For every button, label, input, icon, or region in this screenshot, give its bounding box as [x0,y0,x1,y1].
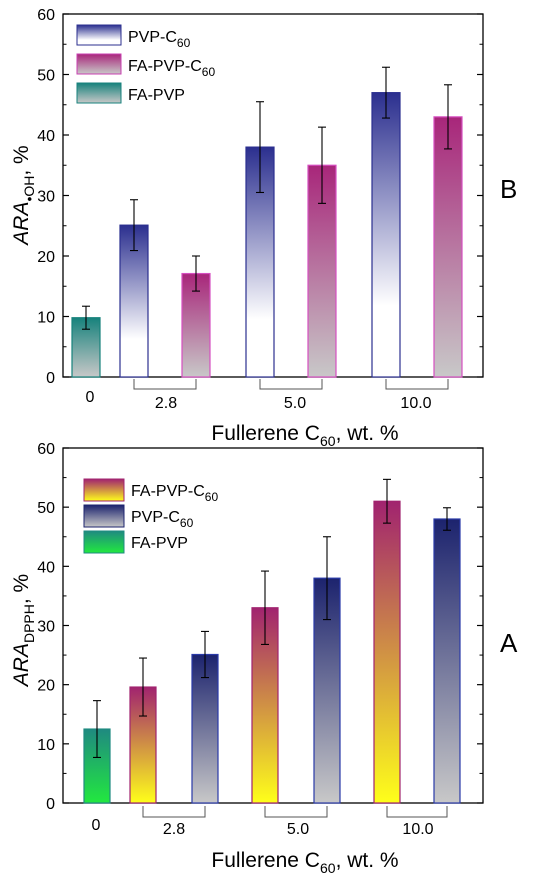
group-bracket [142,806,206,818]
panel-b-group-brackets: 0 2.8 5.0 10.0 [86,379,449,412]
panel-b-bars [71,66,463,378]
panel-b-legend: PVP-C60 FA-PVP-C60 FA-PVP [76,24,215,104]
y-tick-label: 20 [37,678,55,695]
legend-label-fa-pvp: FA-PVP [128,87,185,104]
panel-a-x-axis-title: Fullerene C60, wt. % [211,849,398,876]
y-tick-label: 60 [37,7,55,24]
group-bracket [385,379,449,390]
y-tick-label: 60 [37,441,55,458]
legend-swatch-fa-pvp [83,530,125,554]
y-tick-label: 50 [37,68,55,85]
panel-a-letter: A [500,628,518,658]
panel-b-y-axis-title: ARA•OH, % [10,145,37,246]
legend-label-pvp-c60: PVP-C60 [131,509,194,530]
panel-b-letter: B [500,174,517,204]
x-group-label: 10.0 [402,821,433,838]
legend-label-fa-pvp-c60: FA-PVP-C60 [131,483,218,504]
panel-a-bars [83,478,461,804]
bar-fapvpc-10-0 [433,116,463,378]
y-tick-label: 0 [46,796,55,813]
x-group-label: 0 [92,817,101,834]
panel-a-axes: 0 10 20 30 40 50 60 [37,441,484,813]
x-group-label: 5.0 [287,821,309,838]
panel-a-group-brackets: 0 2.8 5.0 10.0 [92,806,448,838]
group-bracket [133,379,197,390]
legend-label-fa-pvp-c60: FA-PVP-C60 [128,58,215,79]
y-tick-label: 50 [37,500,55,517]
group-bracket [264,806,328,818]
x-group-label: 2.8 [155,395,177,412]
y-tick-label: 10 [37,737,55,754]
x-group-label: 5.0 [284,395,306,412]
legend-swatch-fa-pvp [76,82,122,104]
bar-pvp-10-0 [371,92,401,378]
legend-swatch-fa-pvp-c60 [83,478,125,502]
y-tick-label: 30 [37,189,55,206]
legend-swatch-fa-pvp-c60 [76,53,122,75]
legend-swatch-pvp-c60 [83,504,125,528]
panel-b-x-axis-title: Fullerene C60, wt. % [211,422,398,449]
x-group-label: 2.8 [163,821,185,838]
bar-pvp-10-0 [433,518,461,804]
y-tick-label: 20 [37,249,55,266]
panel-a-legend: FA-PVP-C60 PVP-C60 FA-PVP [83,478,218,554]
legend-swatch-pvp-c60 [76,24,122,46]
legend-label-fa-pvp: FA-PVP [131,535,188,552]
y-tick-label: 0 [46,370,55,387]
panel-b: 0 10 20 30 40 50 60 0 2.8 5.0 10.0 PVP-C60 FA-PVP… [10,7,517,449]
panel-a-y-axis-title: ARADPPH, % [10,574,37,688]
panel-a: 0 10 20 30 40 50 60 0 2.8 5.0 10.0 FA-PVP-C60 PVP… [10,441,518,876]
group-bracket [259,379,323,390]
x-group-label: 10.0 [400,395,431,412]
bar-fapvpc-10-0 [373,500,401,804]
y-tick-label: 40 [37,128,55,145]
y-tick-label: 40 [37,559,55,576]
legend-label-pvp-c60: PVP-C60 [128,29,191,50]
x-group-label: 0 [86,389,95,406]
y-tick-label: 10 [37,310,55,327]
group-bracket [386,806,448,818]
y-tick-label: 30 [37,619,55,636]
bar-pvp-2-8 [191,653,219,804]
